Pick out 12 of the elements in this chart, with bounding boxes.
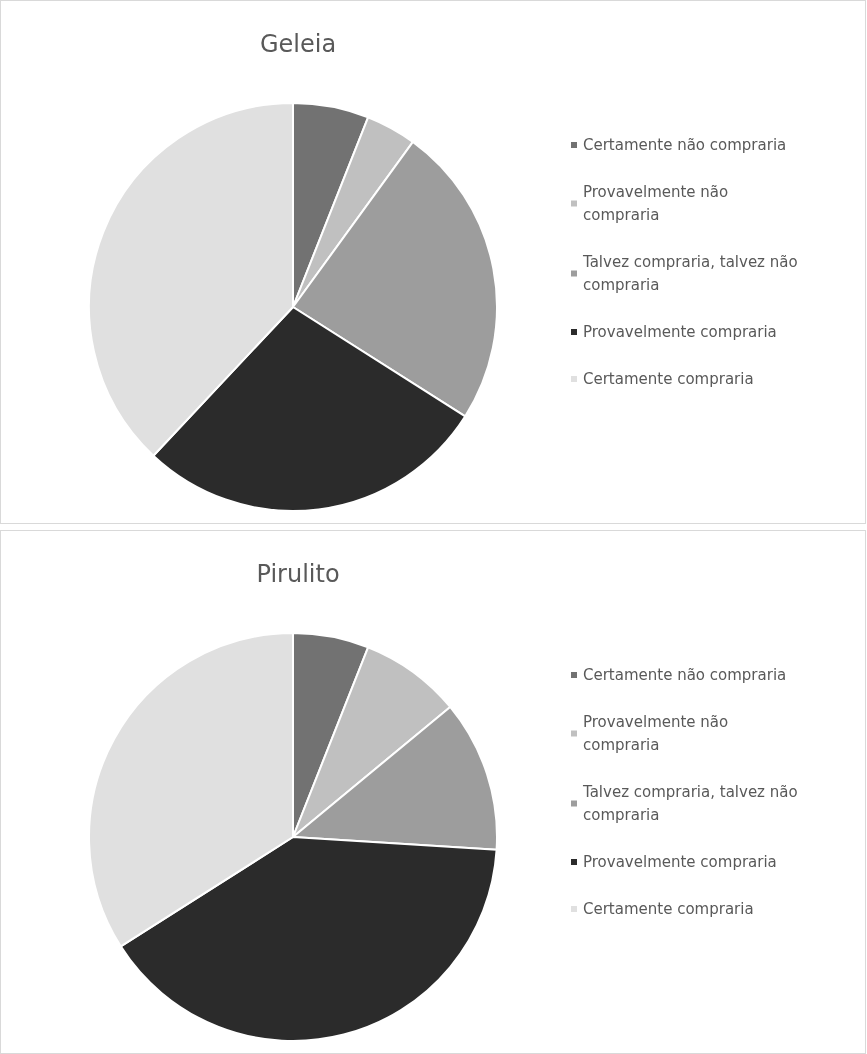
legend-label: Provavelmente não compraria: [583, 713, 734, 754]
legend-label: Certamente não compraria: [583, 666, 787, 684]
legend-label: Certamente compraria: [583, 370, 754, 388]
legend-label: Certamente compraria: [583, 900, 754, 918]
chart-title: Geleia: [259, 30, 337, 58]
legend-label: Certamente não compraria: [583, 136, 787, 154]
legend-label: Provavelmente compraria: [583, 853, 777, 871]
legend-label: Provavelmente compraria: [583, 323, 777, 341]
chart-title: Pirulito: [256, 560, 340, 588]
legend-label: Talvez compraria, talvez não compraria: [582, 253, 803, 294]
legend-label: Provavelmente não compraria: [583, 183, 734, 224]
legend-label: Talvez compraria, talvez não compraria: [582, 783, 803, 824]
